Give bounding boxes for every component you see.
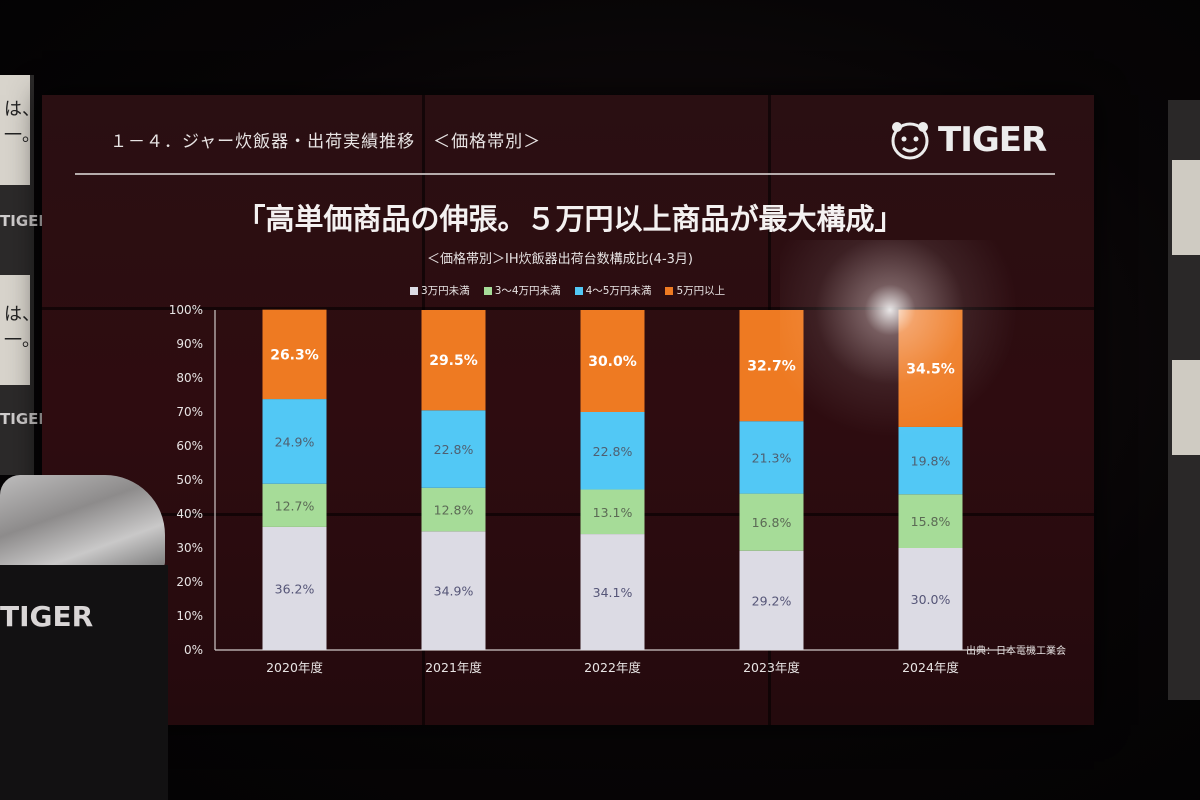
data-label: 13.1% — [593, 505, 633, 520]
data-label: 22.8% — [434, 442, 474, 457]
y-tick-label: 20% — [176, 575, 203, 589]
data-label: 26.3% — [270, 347, 319, 363]
data-label: 34.5% — [906, 361, 955, 377]
chart-legend: 3万円未満 3～4万円未満 4～5万円未満 5万円以上 — [410, 283, 725, 298]
left-banner — [0, 75, 34, 475]
legend-swatch-4to5 — [574, 286, 583, 295]
data-label: 21.3% — [752, 450, 792, 465]
slide-heading: １－４．ジャー炊飯器・出荷実績推移 ＜価格帯別＞ — [110, 132, 542, 152]
bar-segment — [421, 531, 486, 650]
data-label: 29.2% — [752, 593, 792, 608]
left-banner-text: は、 一。 — [4, 99, 40, 146]
legend-item: 3万円未満 — [410, 283, 470, 298]
y-tick-label: 40% — [176, 507, 203, 521]
data-label: 34.9% — [434, 584, 474, 599]
data-label: 34.1% — [593, 585, 633, 600]
bar-segment — [262, 483, 327, 527]
bar-segment — [580, 310, 645, 412]
y-tick-label: 80% — [176, 371, 203, 385]
bar-segment — [580, 412, 645, 490]
x-tick-label: 2024年度 — [902, 660, 959, 675]
data-label: 30.0% — [588, 354, 637, 370]
legend-swatch-3to4 — [483, 286, 492, 295]
left-banner-logo: TIGER — [0, 212, 50, 230]
x-tick-label: 2023年度 — [743, 660, 800, 675]
bar-segment — [580, 534, 645, 650]
brand-logo: TIGER — [888, 120, 1047, 160]
legend-label: 5万円以上 — [676, 285, 726, 297]
data-label: 29.5% — [429, 353, 478, 369]
bar-segment — [421, 310, 486, 411]
right-banner — [1168, 100, 1200, 700]
data-label: 30.0% — [911, 592, 951, 607]
left-banner-text: は、 一。 — [4, 304, 40, 351]
x-tick-label: 2021年度 — [425, 660, 482, 675]
x-tick-label: 2020年度 — [266, 660, 323, 675]
data-label: 15.8% — [911, 514, 951, 529]
bar-segment — [739, 493, 804, 551]
brand-name: TIGER — [938, 120, 1047, 160]
legend-label: 4～5万円未満 — [585, 285, 652, 297]
podium — [0, 565, 168, 800]
left-banner-card — [0, 275, 30, 385]
bar-segment — [421, 487, 486, 532]
y-tick-label: 0% — [184, 643, 203, 657]
bar-segment — [898, 548, 963, 650]
bar-segment — [262, 309, 327, 400]
covered-product — [0, 475, 165, 570]
legend-label: 3～4万円未満 — [494, 285, 561, 297]
bar-segment — [262, 526, 327, 650]
bar-segment — [898, 494, 963, 548]
screen-seam — [42, 307, 1094, 310]
y-tick-label: 50% — [176, 473, 203, 487]
y-tick-label: 10% — [176, 609, 203, 623]
bar-segment — [262, 399, 327, 484]
legend-item: 3～4万円未満 — [483, 283, 561, 298]
legend-swatch-ge5 — [665, 286, 674, 295]
y-tick-label: 100% — [169, 303, 203, 317]
podium-logo: TIGER — [0, 600, 94, 633]
x-tick-label: 2022年度 — [584, 660, 641, 675]
data-label: 32.7% — [747, 359, 796, 375]
left-banner-card — [0, 75, 30, 185]
screen-seam — [42, 513, 1094, 516]
chart-title: ＜価格帯別＞IH炊飯器出荷台数構成比(4-3月) — [427, 252, 693, 267]
data-label: 12.7% — [275, 498, 315, 513]
legend-item: 5万円以上 — [665, 283, 725, 298]
data-label: 36.2% — [275, 581, 315, 596]
bar-segment — [421, 410, 486, 488]
right-banner-card — [1172, 360, 1200, 455]
left-banner-logo: TIGER — [0, 410, 50, 428]
y-tick-label: 90% — [176, 337, 203, 351]
bar-segment — [580, 489, 645, 535]
data-label: 22.8% — [593, 444, 633, 459]
y-tick-label: 60% — [176, 439, 203, 453]
legend-item: 4～5万円未満 — [574, 283, 652, 298]
data-source: 出典：日本電機工業会 — [966, 646, 1066, 657]
data-label: 12.8% — [434, 503, 474, 518]
y-tick-label: 30% — [176, 541, 203, 555]
data-label: 16.8% — [752, 515, 792, 530]
legend-swatch-lt3 — [410, 286, 418, 295]
data-label: 24.9% — [275, 434, 315, 449]
tiger-face-icon — [891, 122, 929, 160]
legend-label: 3万円未満 — [421, 285, 470, 297]
slide-headline: 「高単価商品の伸張。５万円以上商品が最大構成」 — [236, 202, 904, 236]
y-tick-label: 70% — [176, 405, 203, 419]
bar-segment — [739, 550, 804, 650]
right-banner-card — [1172, 160, 1200, 255]
data-label: 19.8% — [911, 454, 951, 469]
heading-rule — [75, 173, 1055, 175]
